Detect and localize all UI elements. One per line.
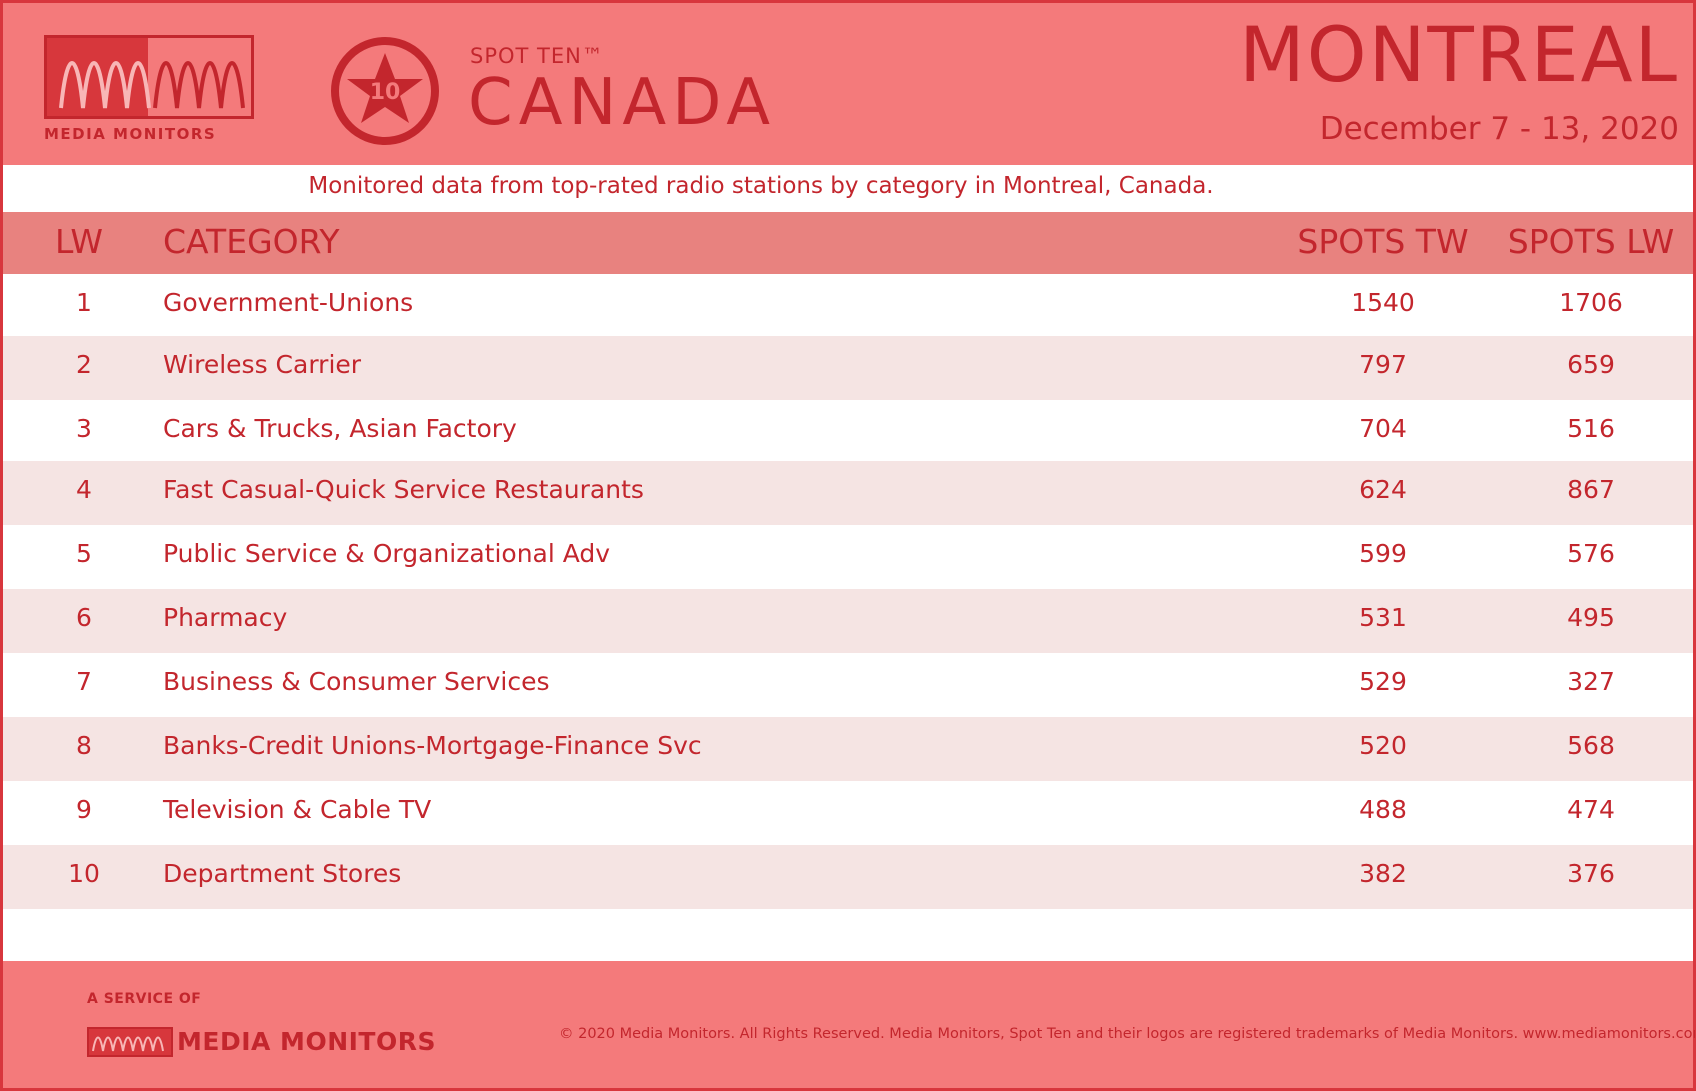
footer: A SERVICE OF MEDIA MONITORS © 2020 Media… xyxy=(3,961,1695,1088)
copyright-notice: © 2020 Media Monitors. All Rights Reserv… xyxy=(559,1026,1695,1042)
row-category: Fast Casual-Quick Service Restaurants xyxy=(163,475,644,504)
table-row: 5 Public Service & Organizational Adv 59… xyxy=(3,525,1693,589)
row-spots-lw: 867 xyxy=(1567,475,1615,504)
spot-ten-star-badge-icon: 10 xyxy=(331,37,439,145)
table-row: 6 Pharmacy 531 495 xyxy=(3,589,1693,653)
row-category: Television & Cable TV xyxy=(163,795,432,824)
row-spots-tw: 382 xyxy=(1359,859,1407,888)
date-range: December 7 - 13, 2020 xyxy=(1319,111,1679,147)
mm-logo-mark xyxy=(44,35,254,119)
row-category: Banks-Credit Unions-Mortgage-Finance Svc xyxy=(163,731,702,760)
row-spots-tw: 797 xyxy=(1359,350,1407,379)
table-row: 9 Television & Cable TV 488 474 xyxy=(3,781,1693,845)
row-category: Government-Unions xyxy=(163,288,414,317)
badge-number: 10 xyxy=(370,80,401,105)
row-spots-lw: 568 xyxy=(1567,731,1615,760)
media-monitors-logo: MEDIA MONITORS xyxy=(44,35,254,145)
row-spots-tw: 531 xyxy=(1359,603,1407,632)
row-category: Pharmacy xyxy=(163,603,288,632)
brand-small: SPOT TEN™ xyxy=(470,44,604,68)
column-header-category: CATEGORY xyxy=(163,222,340,261)
table-row: 3 Cars & Trucks, Asian Factory 704 516 xyxy=(3,400,1693,464)
row-spots-tw: 488 xyxy=(1359,795,1407,824)
row-spots-tw: 1540 xyxy=(1351,288,1415,317)
row-rank: 4 xyxy=(76,475,92,504)
row-spots-tw: 599 xyxy=(1359,539,1407,568)
footer-logo-mark xyxy=(87,1027,173,1057)
row-spots-tw: 529 xyxy=(1359,667,1407,696)
row-spots-lw: 659 xyxy=(1567,350,1615,379)
row-spots-lw: 576 xyxy=(1567,539,1615,568)
waveform-icon xyxy=(92,1036,164,1052)
row-rank: 1 xyxy=(76,288,92,317)
row-category: Cars & Trucks, Asian Factory xyxy=(163,414,517,443)
row-spots-lw: 376 xyxy=(1567,859,1615,888)
row-rank: 2 xyxy=(76,350,92,379)
row-spots-lw: 327 xyxy=(1567,667,1615,696)
row-spots-lw: 474 xyxy=(1567,795,1615,824)
row-rank: 3 xyxy=(76,414,92,443)
table-row: 2 Wireless Carrier 797 659 xyxy=(3,336,1693,400)
service-label: A SERVICE OF xyxy=(87,991,202,1007)
brand-big: CANADA xyxy=(468,66,777,140)
table-header: LW CATEGORY SPOTS TW SPOTS LW xyxy=(3,212,1693,274)
table-row: 4 Fast Casual-Quick Service Restaurants … xyxy=(3,461,1693,525)
row-spots-tw: 520 xyxy=(1359,731,1407,760)
row-rank: 10 xyxy=(68,859,100,888)
table-row: 7 Business & Consumer Services 529 327 xyxy=(3,653,1693,717)
footer-brand: MEDIA MONITORS xyxy=(177,1027,436,1056)
row-category: Department Stores xyxy=(163,859,402,888)
row-spots-lw: 1706 xyxy=(1559,288,1623,317)
column-header-spots-lw: SPOTS LW xyxy=(1507,222,1675,261)
waveform-icon xyxy=(59,61,245,109)
row-rank: 8 xyxy=(76,731,92,760)
logo-text: MEDIA MONITORS xyxy=(44,125,217,143)
column-header-lw: LW xyxy=(55,222,103,261)
table-row: 8 Banks-Credit Unions-Mortgage-Finance S… xyxy=(3,717,1693,781)
table-row: 1 Government-Unions 1540 1706 xyxy=(3,274,1693,338)
row-category: Public Service & Organizational Adv xyxy=(163,539,611,568)
row-spots-lw: 516 xyxy=(1567,414,1615,443)
header: MEDIA MONITORS 10 SPOT TEN™ CANADA MONTR… xyxy=(3,3,1693,165)
column-header-spots-tw: SPOTS TW xyxy=(1297,222,1469,261)
row-rank: 6 xyxy=(76,603,92,632)
subtitle: Monitored data from top-rated radio stat… xyxy=(308,173,1214,199)
table-row: 10 Department Stores 382 376 xyxy=(3,845,1693,909)
row-rank: 9 xyxy=(76,795,92,824)
row-spots-tw: 704 xyxy=(1359,414,1407,443)
row-rank: 5 xyxy=(76,539,92,568)
city-title: MONTREAL xyxy=(1239,10,1679,99)
row-spots-tw: 624 xyxy=(1359,475,1407,504)
row-spots-lw: 495 xyxy=(1567,603,1615,632)
row-category: Business & Consumer Services xyxy=(163,667,550,696)
row-rank: 7 xyxy=(76,667,92,696)
row-category: Wireless Carrier xyxy=(163,350,362,379)
